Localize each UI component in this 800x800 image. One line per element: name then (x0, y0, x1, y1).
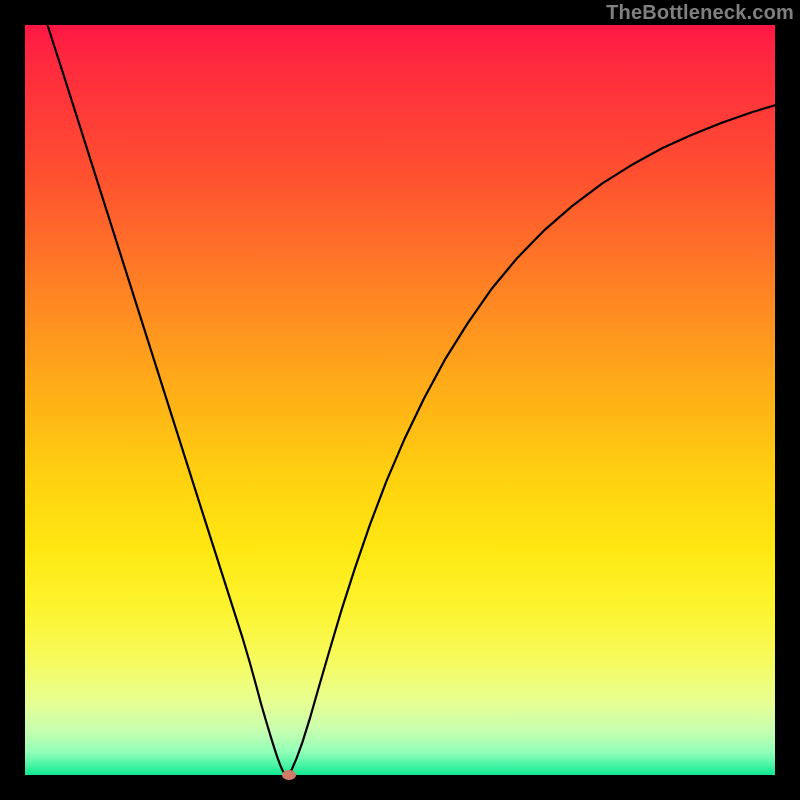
watermark-label: TheBottleneck.com (606, 2, 794, 25)
chart-container: TheBottleneck.com (0, 0, 800, 800)
plot-background (25, 25, 775, 775)
min-marker (282, 770, 296, 780)
bottleneck-chart (0, 0, 800, 800)
